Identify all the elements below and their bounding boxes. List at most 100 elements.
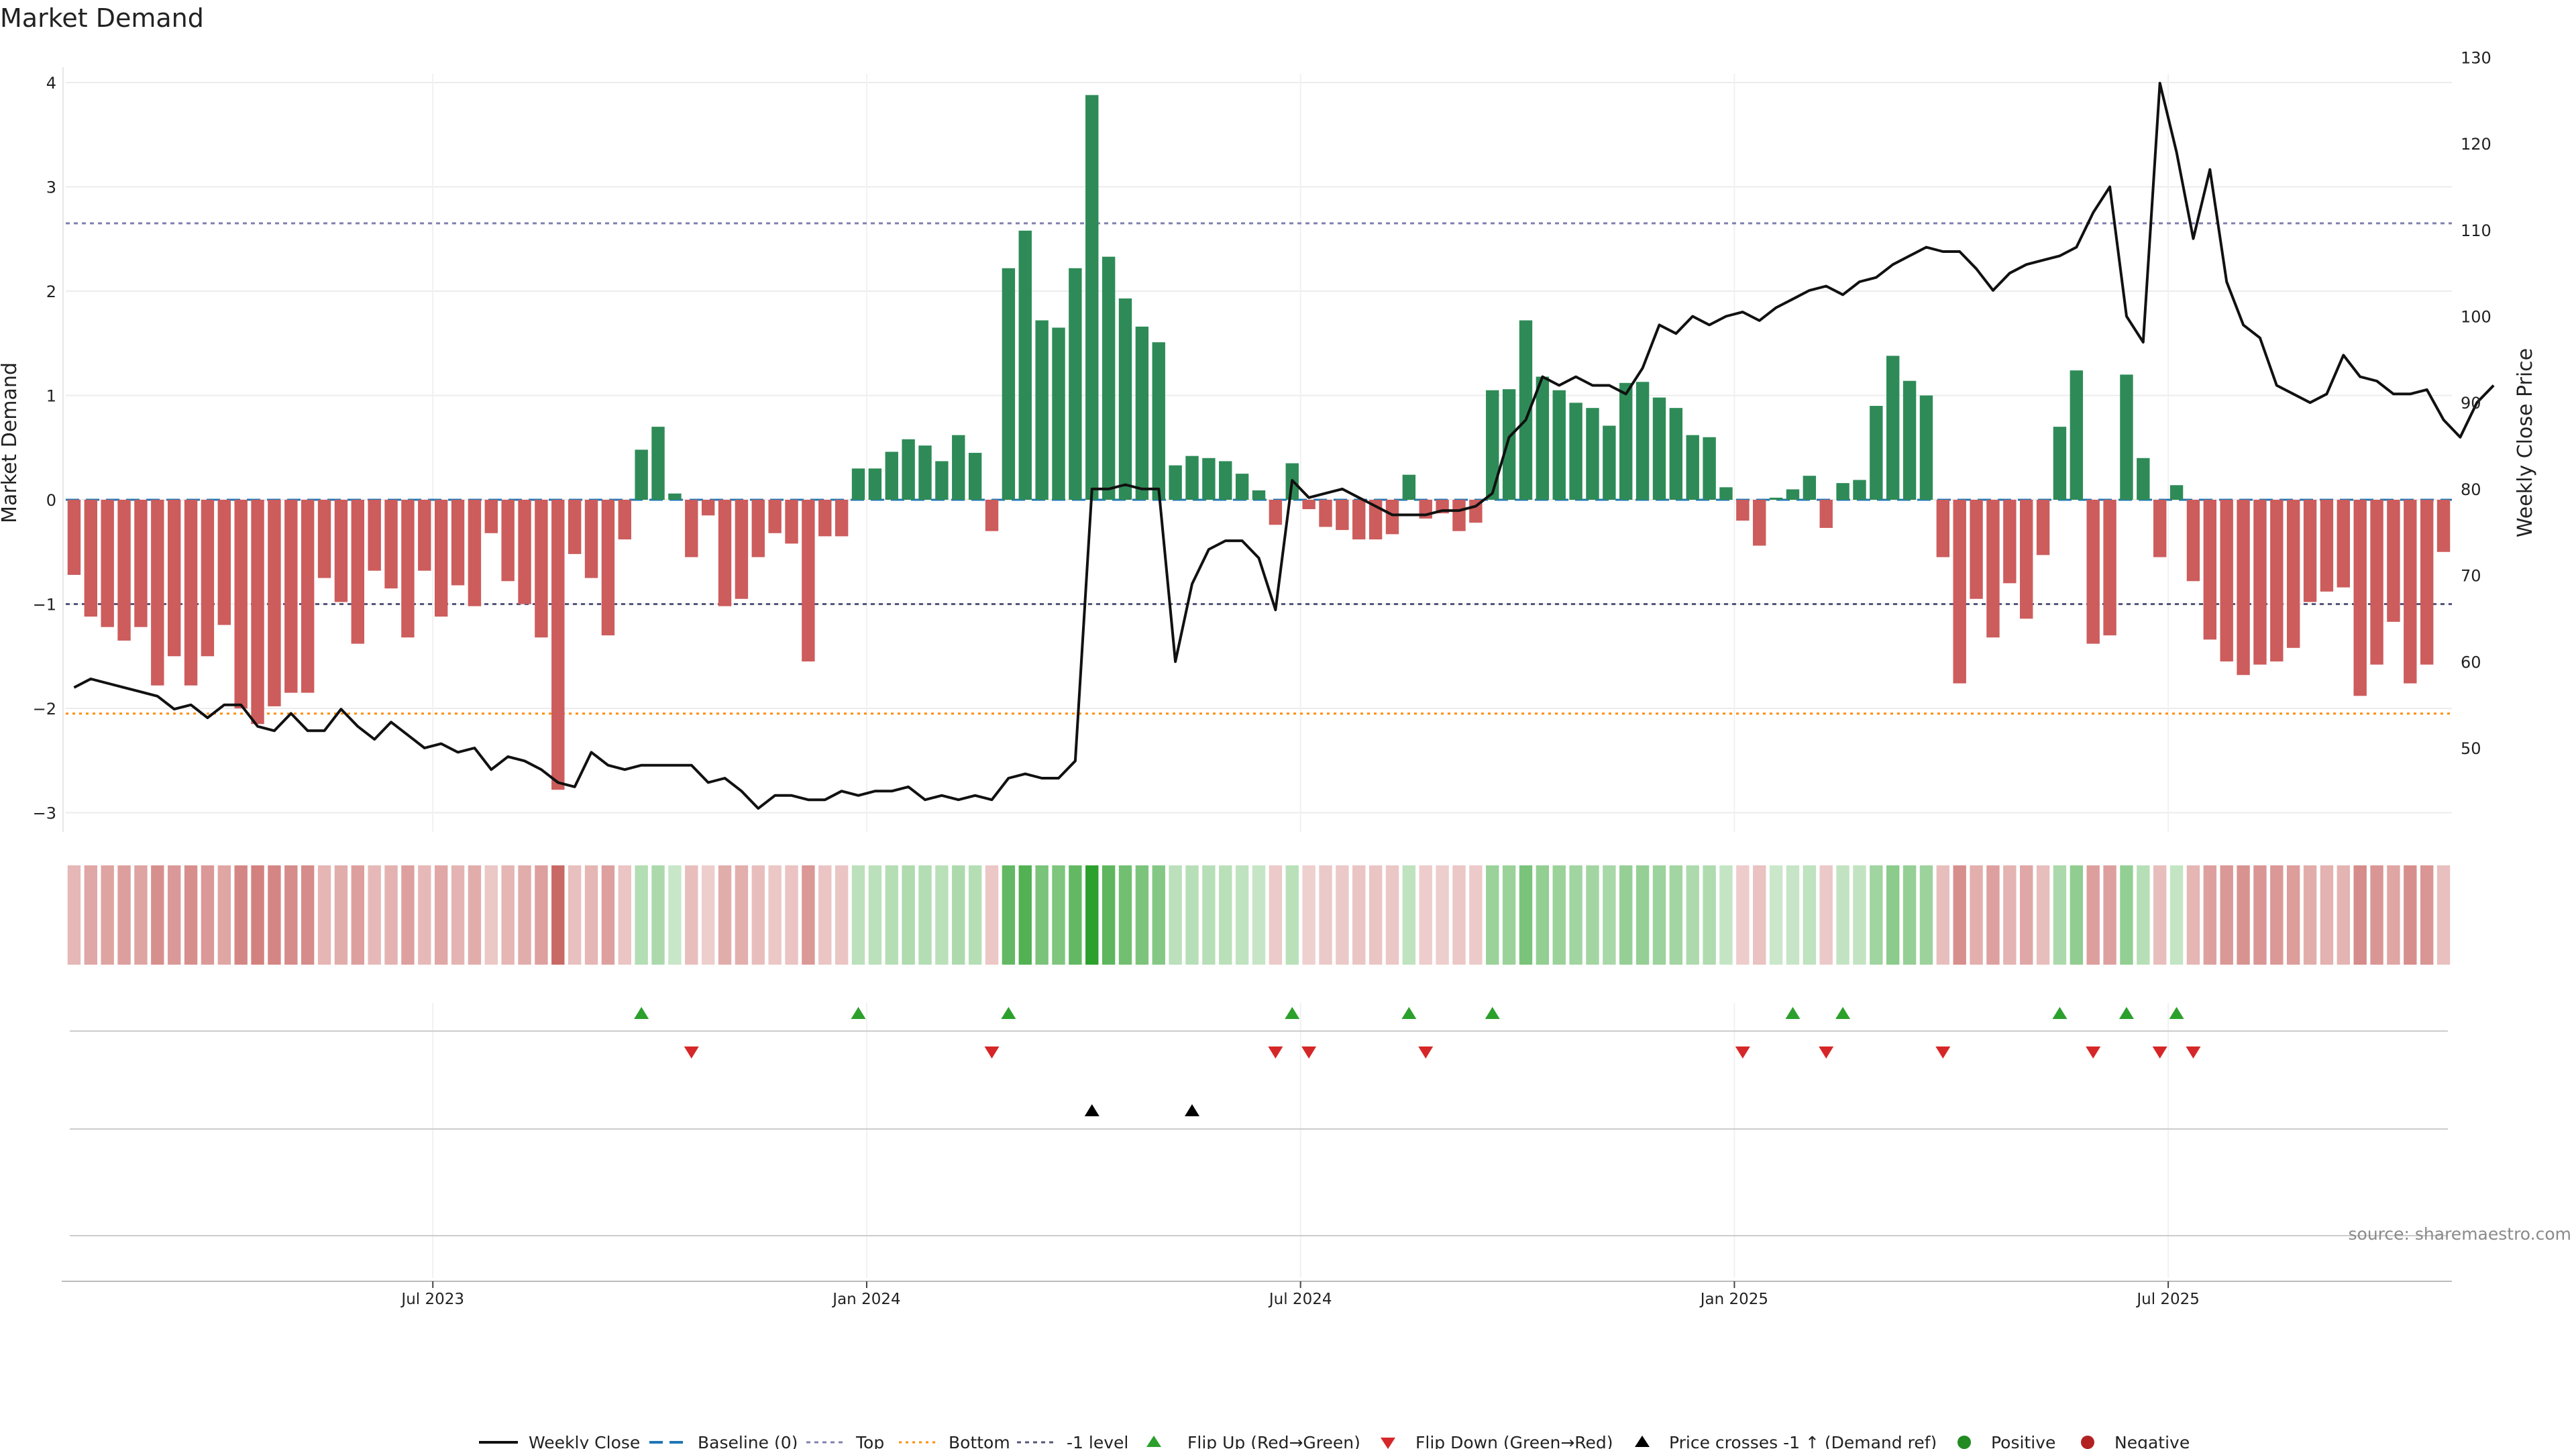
demand-bar-negative (67, 500, 81, 575)
chart-title: Market Demand (0, 3, 204, 33)
demand-bar-positive (1052, 327, 1065, 500)
heat-cell (885, 865, 898, 965)
heat-cell (1252, 865, 1266, 965)
heat-cell (2086, 865, 2100, 965)
demand-bar-positive (1803, 476, 1817, 500)
heat-cell (2186, 865, 2200, 965)
heat-cell (1836, 865, 1849, 965)
flip-up-marker (1285, 1007, 1300, 1019)
heat-cell (1118, 865, 1132, 965)
demand-bar-positive (1185, 455, 1199, 500)
demand-bar-negative (768, 500, 782, 533)
heat-cell (2120, 865, 2133, 965)
x-tick-label: Jan 2025 (1699, 1291, 1768, 1308)
demand-bar-negative (501, 500, 515, 582)
demand-bar-positive (1402, 474, 1416, 500)
legend-label-price-cross: Price crosses -1 ↑ (Demand ref) (1669, 1433, 1937, 1449)
demand-bar-negative (601, 500, 615, 636)
heat-cell (1102, 865, 1116, 965)
right-y-tick-label: 80 (2461, 480, 2481, 499)
heat-cell (685, 865, 698, 965)
flip-up-marker (2052, 1007, 2068, 1019)
heat-cell (818, 865, 832, 965)
heat-cell (434, 865, 448, 965)
right-y-tick-label: 100 (2461, 308, 2491, 327)
demand-bar-negative (802, 500, 815, 662)
demand-bar-negative (384, 500, 398, 589)
demand-bar-negative (334, 500, 348, 602)
demand-bar-negative (201, 500, 215, 657)
heat-cell (84, 865, 98, 965)
demand-bar-positive (1769, 497, 1783, 500)
heat-cell (1870, 865, 1883, 965)
heat-cell (2270, 865, 2284, 965)
heat-cell (1185, 865, 1199, 965)
flip-up-marker (1001, 1007, 1016, 1019)
flip-down-marker (1735, 1046, 1750, 1059)
legend-label-minus-one: -1 level (1067, 1433, 1128, 1449)
heat-cell (1819, 865, 1833, 965)
weekly-close-series (73, 82, 2495, 810)
demand-bar-negative (1753, 500, 1766, 546)
heat-cell (1736, 865, 1750, 965)
demand-bar-positive (2120, 374, 2133, 500)
heat-cell (1219, 865, 1232, 965)
flip-up-marker (851, 1007, 866, 1019)
demand-bar-negative (735, 500, 749, 599)
heat-cell (284, 865, 298, 965)
heat-cell (1786, 865, 1800, 965)
demand-bar-positive (1235, 474, 1249, 500)
heat-cell (1319, 865, 1332, 965)
demand-bar-positive (1919, 395, 1933, 500)
heat-cell (251, 865, 264, 965)
demand-bar-positive (968, 453, 982, 500)
heat-cell (1035, 865, 1049, 965)
heat-cell (317, 865, 331, 965)
heat-cell (2020, 865, 2033, 965)
right-y-tick-label: 130 (2461, 48, 2491, 67)
demand-heat-strip (67, 865, 2451, 965)
demand-bar-negative (835, 500, 849, 537)
flip-up-marker (2169, 1007, 2184, 1019)
heat-cell (1886, 865, 1900, 965)
heat-cell (2103, 865, 2116, 965)
demand-bar-positive (1085, 95, 1099, 500)
demand-bar-negative (618, 500, 631, 540)
heat-cell (2370, 865, 2383, 965)
demand-bar-positive (1552, 390, 1566, 500)
heat-cell (1385, 865, 1399, 965)
heat-cell (67, 865, 81, 965)
heat-cell (151, 865, 164, 965)
heat-cell (334, 865, 348, 965)
heat-cell (935, 865, 949, 965)
heat-cell (2286, 865, 2300, 965)
flip-up-marker (1785, 1007, 1801, 1019)
right-y-tick-label: 70 (2461, 567, 2481, 586)
heat-cell (535, 865, 548, 965)
demand-bar-positive (1219, 461, 1232, 500)
heat-cell (134, 865, 148, 965)
heat-cell (1536, 865, 1550, 965)
demand-bar-positive (668, 493, 682, 500)
heat-cell (501, 865, 515, 965)
x-tick-label: Jul 2023 (400, 1291, 464, 1308)
demand-bar-negative (985, 500, 999, 531)
heat-cell (1703, 865, 1716, 965)
left-y-tick-label: 0 (46, 491, 56, 510)
right-y-tick-label: 50 (2461, 739, 2481, 758)
demand-bar-positive (1902, 380, 1917, 500)
demand-bar-positive (635, 449, 648, 500)
heat-cell (651, 865, 665, 965)
heat-cell (1002, 865, 1016, 965)
heat-cell (1970, 865, 1983, 965)
demand-bar-negative (584, 500, 598, 578)
heat-cell (1769, 865, 1783, 965)
demand-bar-negative (2220, 500, 2233, 662)
legend-flip-down-icon (1381, 1438, 1395, 1449)
heat-cell (1902, 865, 1917, 965)
flip-down-marker (2086, 1046, 2101, 1059)
heat-cell (2387, 865, 2400, 965)
heat-cell (201, 865, 215, 965)
heat-cell (902, 865, 915, 965)
